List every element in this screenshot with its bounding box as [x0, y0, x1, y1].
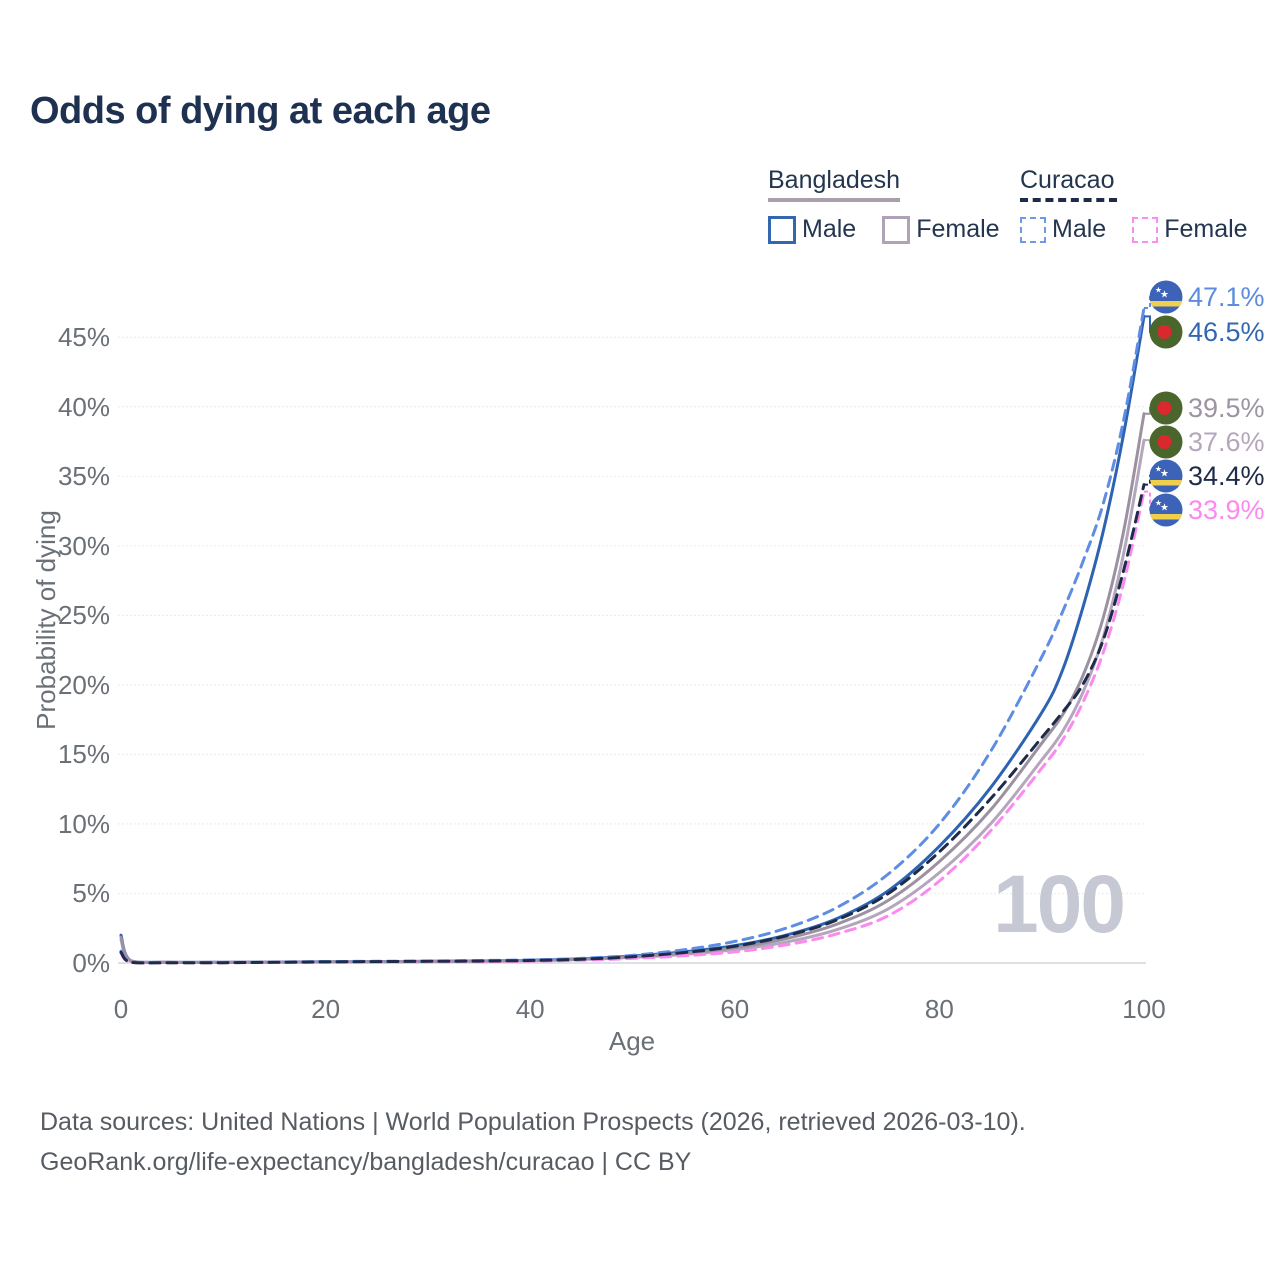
series-line-cw_all: [119, 483, 1146, 965]
end-label-cw_male: ★ ★ 47.1%: [1149, 280, 1265, 314]
y-tick-label: 35%: [57, 461, 110, 492]
series-line-bd_male: [119, 314, 1146, 964]
legend-item-label: Female: [916, 215, 1000, 243]
age-watermark: 100: [993, 859, 1126, 950]
legend-item-bangladesh-female[interactable]: Female: [882, 215, 1000, 244]
x-tick-label: 60: [720, 994, 750, 1024]
svg-text:★: ★: [1155, 286, 1162, 295]
legend-item-bangladesh-male[interactable]: Male: [768, 215, 856, 244]
end-label-cw_female: ★ ★ 33.9%: [1149, 493, 1265, 527]
legend-country-line-swatch: [768, 198, 900, 202]
legend-item-label: Male: [1052, 215, 1107, 243]
legend-item-label: Male: [802, 215, 857, 243]
series-line-bd_female: [119, 438, 1146, 965]
svg-text:★: ★: [1160, 290, 1169, 301]
legend-swatch-icon: [882, 215, 911, 244]
x-tick-label: 100: [1122, 994, 1166, 1024]
y-tick-label: 20%: [57, 669, 110, 700]
x-tick-label: 20: [311, 994, 341, 1024]
series-line-cw_female: [119, 490, 1146, 965]
end-label-value: 47.1%: [1188, 281, 1265, 312]
end-label-value: 33.9%: [1188, 494, 1265, 525]
chart-title: Odds of dying at each age: [30, 90, 491, 132]
end-label-bd_all: 39.5%: [1149, 391, 1265, 425]
y-axis-title: Probability of dying: [31, 510, 61, 730]
end-label-value: 37.6%: [1188, 426, 1265, 457]
legend-swatch-icon: [1020, 216, 1046, 243]
legend-country-label: Bangladesh: [768, 166, 901, 194]
legend-group-bangladesh: Bangladesh Male Female: [768, 166, 1000, 244]
end-label-bd_male: 46.5%: [1149, 315, 1265, 349]
end-label-value: 39.5%: [1188, 392, 1265, 423]
y-tick-label: 0%: [72, 948, 110, 978]
bangladesh-flag-icon: [1149, 425, 1183, 459]
svg-text:★: ★: [1160, 503, 1169, 514]
legend-country-line-swatch: [1020, 198, 1117, 202]
legend-group-curacao: Curacao Male Female: [1020, 166, 1248, 244]
curacao-flag-icon: ★★: [1149, 493, 1183, 527]
end-label-value: 34.4%: [1188, 460, 1265, 491]
end-label-cw_all: ★ ★ 34.4%: [1149, 459, 1265, 493]
end-label-connector: [1144, 296, 1154, 309]
series-line-bd_all: [119, 412, 1146, 964]
end-label-bd_female: 37.6%: [1149, 425, 1265, 459]
curacao-flag-icon: ★★: [1149, 280, 1183, 314]
y-tick-label: 45%: [57, 322, 110, 353]
y-tick-label: 15%: [57, 739, 110, 770]
x-tick-label: 0: [113, 994, 129, 1024]
y-tick-label: 30%: [57, 530, 110, 561]
attribution-text: GeoRank.org/life-expectancy/bangladesh/c…: [40, 1148, 692, 1176]
data-sources-text: Data sources: United Nations | World Pop…: [40, 1108, 1026, 1136]
y-tick-label: 10%: [57, 808, 110, 839]
legend-swatch-icon: [1132, 216, 1159, 243]
x-axis-title: Age: [608, 1026, 656, 1056]
y-tick-label: 40%: [57, 391, 110, 422]
curacao-flag-icon: ★★: [1149, 459, 1183, 493]
end-label-connector: [1144, 490, 1154, 511]
x-tick-label: 80: [924, 994, 954, 1024]
legend-swatch-icon: [768, 215, 796, 244]
bangladesh-flag-icon: [1149, 315, 1183, 349]
legend-item-curacao-female[interactable]: Female: [1132, 215, 1248, 244]
end-label-value: 46.5%: [1188, 316, 1265, 347]
bangladesh-flag-icon: [1149, 391, 1183, 425]
y-tick-label: 5%: [72, 878, 110, 909]
svg-text:★: ★: [1160, 469, 1169, 480]
svg-text:★: ★: [1155, 499, 1162, 508]
legend-country-label: Curacao: [1020, 166, 1115, 194]
svg-text:★: ★: [1155, 465, 1162, 474]
y-tick-label: 25%: [57, 600, 110, 631]
legend-item-curacao-male[interactable]: Male: [1020, 215, 1106, 244]
legend-item-label: Female: [1164, 215, 1248, 243]
x-tick-label: 40: [515, 994, 545, 1024]
